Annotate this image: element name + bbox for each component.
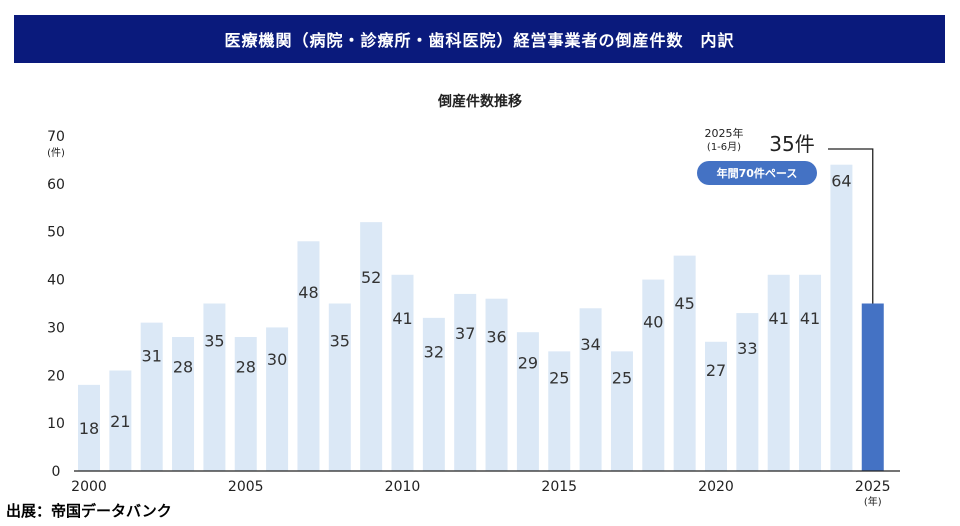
annotation-badge [697,161,817,185]
bar [579,308,602,471]
bar [485,298,508,471]
data-label: 32 [424,343,444,362]
y-tick-label: 10 [47,416,65,432]
data-label: 33 [737,339,757,358]
data-label: 31 [142,346,162,365]
chart-title: 倒産件数推移 [438,94,522,110]
x-tick-label: 2025 [855,479,891,495]
annotation-leader-line [828,148,874,304]
y-tick-label: 50 [47,225,65,241]
data-label: 18 [79,419,99,438]
bar-highlight [861,303,884,471]
bar [78,384,100,471]
data-label: 29 [518,354,538,373]
bar [234,337,257,471]
data-label: 41 [392,309,412,328]
bar [673,255,696,471]
y-axis-unit: (件) [47,147,65,159]
bar [454,293,477,471]
bar [548,351,571,471]
data-label: 52 [361,268,381,287]
bar [516,332,539,471]
data-label: 41 [800,309,820,328]
bar [610,351,633,471]
bar [830,164,853,471]
bar [140,322,163,471]
data-label: 28 [173,357,193,376]
data-label: 37 [455,324,475,343]
data-label: 30 [267,350,287,369]
data-label: 40 [643,313,663,332]
bar [328,303,351,471]
data-label: 64 [831,172,851,191]
bar [642,279,665,471]
y-tick-label: 0 [52,464,61,480]
x-axis-unit: (年) [864,495,882,508]
data-label: 28 [236,357,256,376]
data-label: 41 [769,309,789,328]
annotation-period: 2025年 [705,126,744,140]
data-label: 45 [674,294,694,313]
data-label: 21 [110,412,130,431]
annotation-badge-text: 年間70件ペース [717,166,798,180]
bar [203,303,226,471]
y-tick-label: 70 [47,129,65,145]
x-tick-label: 2005 [228,479,264,495]
bar [266,327,289,471]
x-tick-label: 2015 [541,479,577,495]
x-tick-label: 2020 [698,479,734,495]
x-tick-label: 2010 [385,479,421,495]
bar [422,317,445,471]
y-tick-label: 20 [47,368,65,384]
y-tick-label: 30 [47,320,65,336]
bar [799,274,822,471]
bar [391,274,414,471]
bar [705,341,727,471]
data-label: 27 [706,361,726,380]
bar [360,222,383,471]
annotation-value: 35件 [769,132,814,156]
bar [109,370,132,471]
annotation-period-range: (1-6月) [707,141,741,153]
data-label: 35 [330,331,350,350]
banner-title: 医療機関（病院・診療所・歯科医院）経営事業者の倒産件数 内訳 [14,15,945,63]
x-tick-label: 2000 [71,479,107,495]
bar [297,241,320,471]
y-tick-label: 60 [47,177,65,193]
data-label: 35 [204,331,224,350]
y-tick-label: 40 [47,273,65,289]
data-label: 34 [580,335,600,354]
data-label: 25 [549,369,569,388]
bar [767,274,790,471]
data-label: 36 [486,328,506,347]
source-note: 出展：帝国データバンク [6,502,172,520]
bar [172,337,195,471]
bar [736,313,759,471]
data-label: 48 [298,283,318,302]
data-label: 25 [612,369,632,388]
